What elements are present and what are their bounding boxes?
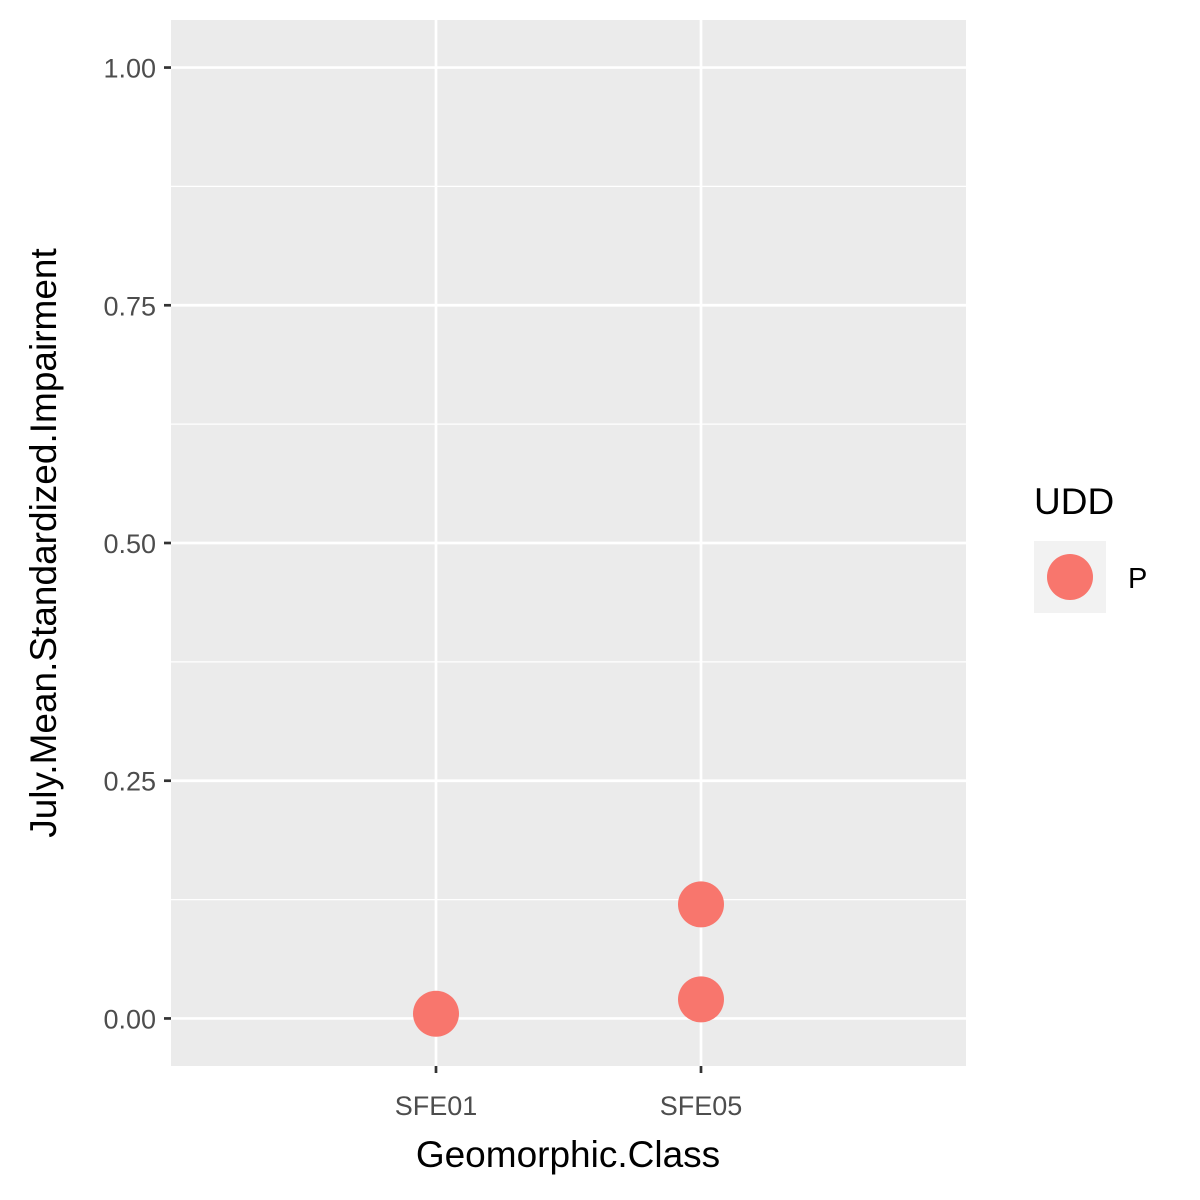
grid-minor (171, 185, 966, 901)
y-tick-label: 0.50 (103, 529, 156, 559)
legend-title: UDD (1034, 481, 1114, 522)
x-axis-ticks: SFE01 SFE05 (395, 1066, 743, 1121)
data-point (413, 990, 459, 1037)
legend-key-point (1047, 554, 1093, 600)
x-tick-label: SFE01 (395, 1091, 478, 1121)
x-axis-title: Geomorphic.Class (416, 1134, 720, 1175)
legend-label: P (1128, 563, 1147, 595)
y-tick-label: 1.00 (103, 54, 156, 84)
y-axis-ticks: 0.00 0.25 0.50 0.75 1.00 (103, 54, 171, 1034)
data-point (678, 976, 724, 1023)
y-tick-label: 0.00 (103, 1004, 156, 1034)
legend: UDD P (1034, 481, 1147, 613)
y-tick-label: 0.25 (103, 767, 156, 797)
y-tick-label: 0.75 (103, 291, 156, 321)
y-axis-title: July.Mean.Standardized.Impairment (23, 248, 64, 838)
data-points (413, 881, 724, 1037)
x-tick-label: SFE05 (660, 1091, 743, 1121)
data-point (678, 881, 724, 928)
